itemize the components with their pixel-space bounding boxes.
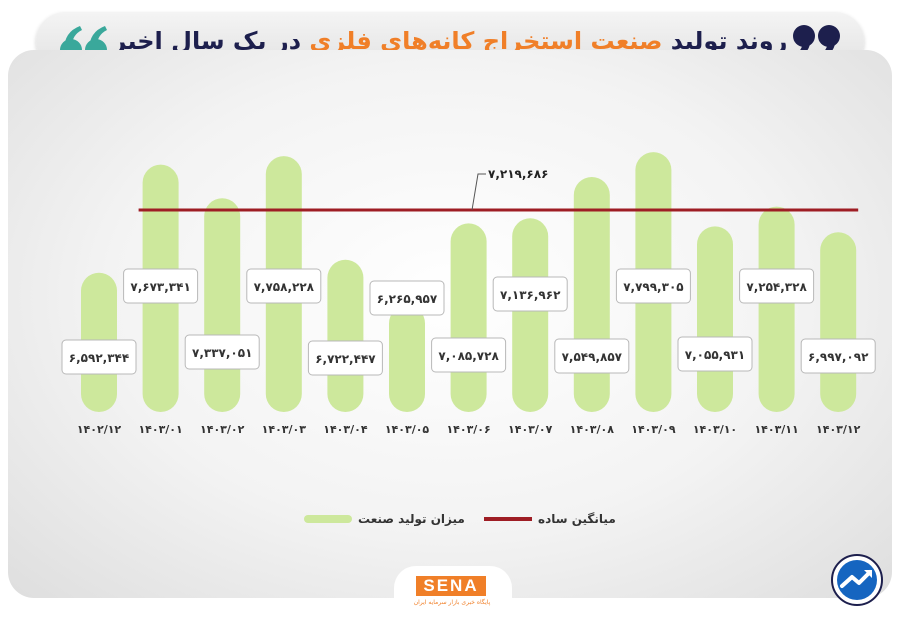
value-label-5: ۶,۲۶۵,۹۵۷ (377, 292, 438, 306)
bar-11 (758, 206, 795, 412)
x-tick-1: ۱۴۰۳/۰۱ (138, 423, 182, 436)
value-label-10: ۷,۰۵۵,۹۳۱ (685, 348, 745, 362)
legend-line-label: میانگین ساده (538, 512, 616, 526)
value-box-11 (739, 268, 815, 304)
x-tick-5: ۱۴۰۳/۰۵ (385, 423, 430, 436)
close-quote-icon (793, 25, 840, 60)
value-label-12: ۶,۹۹۷,۰۹۲ (808, 350, 869, 364)
value-label-7: ۷,۱۳۶,۹۶۲ (500, 288, 561, 302)
x-tick-11: ۱۴۰۳/۱۱ (754, 423, 798, 436)
value-label-1: ۷,۶۷۳,۳۴۱ (130, 280, 190, 294)
x-tick-10: ۱۴۰۳/۱۰ (693, 423, 737, 436)
value-label-11: ۷,۲۵۴,۳۲۸ (746, 280, 807, 294)
value-box-4 (307, 340, 383, 376)
value-label-4: ۶,۷۲۲,۴۴۷ (315, 352, 376, 366)
value-box-7 (492, 276, 568, 312)
value-box-2 (184, 334, 260, 370)
value-box-8 (554, 338, 630, 374)
legend-bar-label: میزان تولید صنعت (358, 512, 465, 527)
value-box-12 (800, 338, 876, 374)
growth-arrow-logo-icon (831, 554, 883, 606)
x-tick-6: ۱۴۰۳/۰۶ (446, 423, 490, 436)
x-tick-9: ۱۴۰۳/۰۹ (631, 423, 676, 436)
value-label-9: ۷,۷۹۹,۳۰۵ (623, 280, 683, 294)
bar-6 (450, 223, 487, 412)
legend: میزان تولید صنعت میانگین ساده (304, 512, 616, 527)
bar-4 (327, 259, 364, 412)
value-label-3: ۷,۷۵۸,۲۲۸ (254, 280, 315, 294)
average-leader-line (471, 173, 486, 211)
value-box-0 (61, 339, 137, 375)
bar-2 (204, 198, 241, 412)
legend-line-swatch (484, 517, 532, 521)
brand-logo: SENA پایگاه خبری بازار سرمایه ایران (394, 566, 512, 614)
brand-name: SENA (416, 576, 486, 596)
x-tick-2: ۱۴۰۳/۰۲ (200, 423, 245, 436)
legend-bar-swatch (304, 515, 352, 523)
value-box-10 (677, 336, 753, 372)
x-tick-0: ۱۴۰۲/۱۲ (77, 423, 122, 436)
bar-7 (512, 218, 549, 412)
bar-12 (820, 232, 857, 412)
value-box-6 (431, 337, 507, 373)
value-label-2: ۷,۳۳۷,۰۵۱ (192, 346, 252, 360)
bar-10 (697, 226, 733, 412)
value-label-0: ۶,۵۹۲,۳۴۴ (69, 351, 129, 365)
brand-subtitle: پایگاه خبری بازار سرمایه ایران (413, 599, 491, 606)
value-box-9 (615, 268, 691, 304)
x-tick-12: ۱۴۰۳/۱۲ (816, 423, 861, 436)
bar-5 (389, 305, 425, 412)
x-tick-3: ۱۴۰۳/۰۳ (262, 423, 307, 436)
x-tick-4: ۱۴۰۳/۰۴ (323, 423, 368, 436)
value-label-8: ۷,۵۴۹,۸۵۷ (562, 350, 623, 364)
value-box-5 (369, 280, 445, 316)
x-tick-labels: ۱۴۰۲/۱۲ ۱۴۰۳/۰۱ ۱۴۰۳/۰۲ ۱۴۰۳/۰۳ ۱۴۰۳/۰۴ ۱۴۰۳/… (77, 423, 861, 436)
x-tick-8: ۱۴۰۳/۰۸ (570, 423, 615, 436)
average-value-label: ۷,۲۱۹,۶۸۶ (488, 167, 548, 181)
value-label-6: ۷,۰۸۵,۷۲۸ (438, 349, 499, 363)
value-labels-layer: ۶,۵۹۲,۳۴۴ ۷,۶۷۳,۳۴۱ ۷,۳۳۷,۰۵۱ ۷,۷۵۸,۲۲۸ ۶,۷۲… (61, 268, 876, 376)
x-tick-7: ۱۴۰۳/۰۷ (508, 423, 553, 436)
value-box-1 (123, 268, 199, 304)
bar-8 (573, 177, 610, 412)
value-box-3 (246, 268, 322, 304)
